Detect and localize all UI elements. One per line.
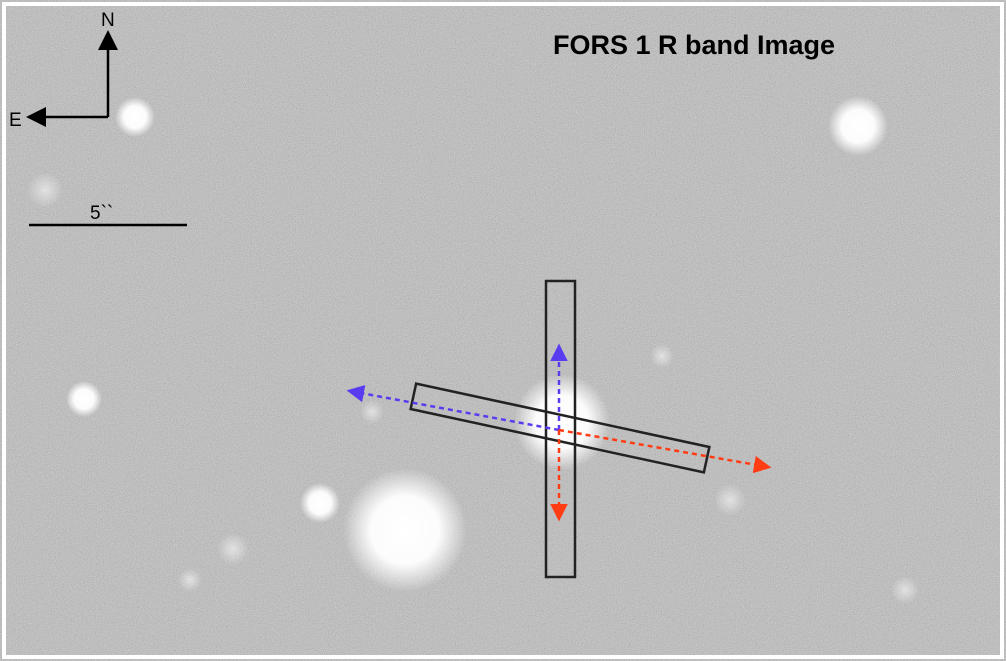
star <box>343 468 467 592</box>
compass-north-label: N <box>101 10 115 31</box>
compass-east-label: E <box>9 110 22 131</box>
star <box>891 576 919 604</box>
star <box>650 344 674 368</box>
vertical-slit <box>544 279 577 579</box>
compass: N E <box>9 10 118 131</box>
scale-bar-label: 5`` <box>90 203 113 224</box>
star <box>178 568 202 592</box>
star <box>27 172 63 208</box>
star <box>217 533 249 565</box>
star <box>828 96 888 156</box>
figure-title: FORS 1 R band Image <box>553 30 835 60</box>
star <box>115 97 155 137</box>
scale-bar: 5`` <box>29 203 187 227</box>
star <box>300 483 340 523</box>
star <box>360 400 384 424</box>
tilted-slit <box>409 382 711 474</box>
star <box>66 381 102 417</box>
star <box>714 484 746 516</box>
